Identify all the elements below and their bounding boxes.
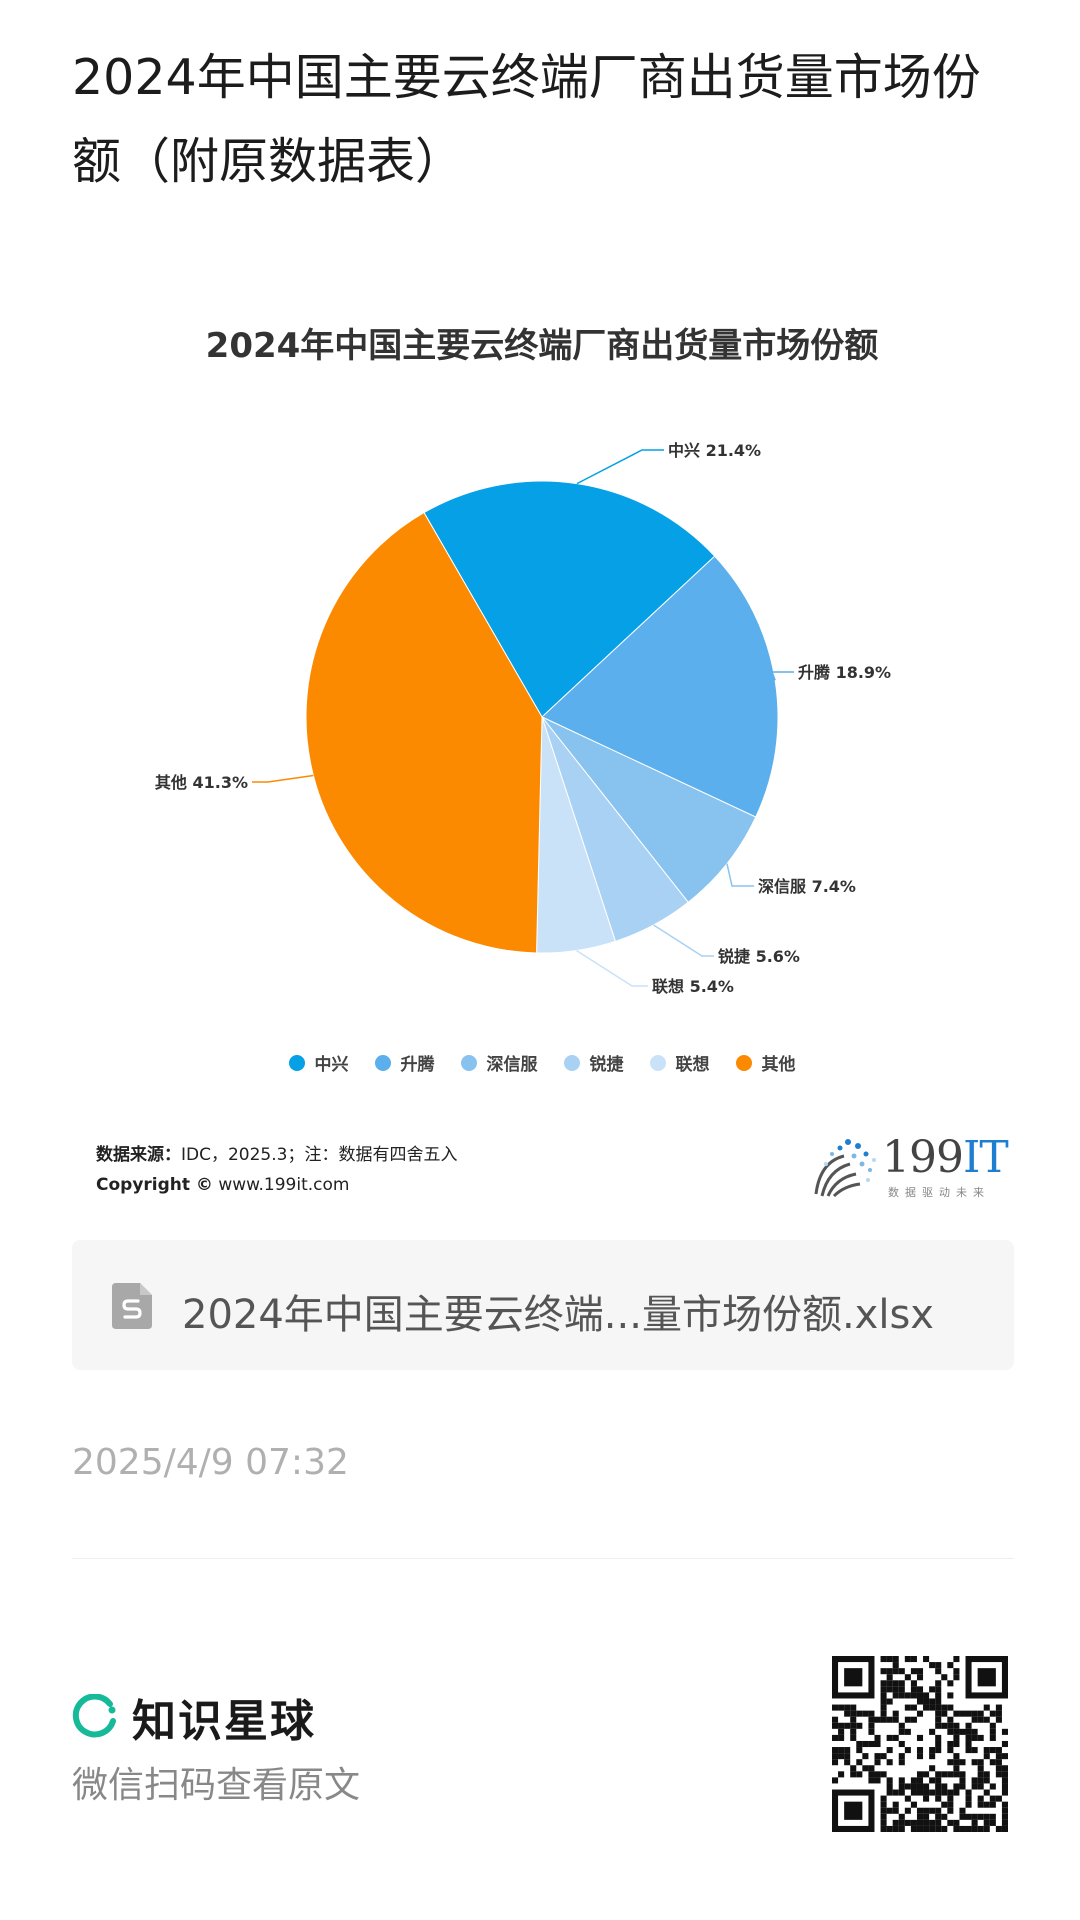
pie-slice-5 [305,511,543,954]
legend-swatch-1 [374,1054,391,1071]
legend-swatch-5 [735,1054,752,1071]
pie-slice-2 [541,716,757,903]
chart-card: 2024年中国主要云终端厂商出货量市场份额 中兴 21.4% 升腾 18.9% 深信… [72,290,1012,1230]
brand-slogan: 数据驱动未来 [888,1186,990,1199]
spreadsheet-file-icon [112,1283,152,1329]
legend-swatch-3 [563,1054,580,1071]
pie-label-1: 升腾 18.9% [798,663,891,682]
scan-hint: 微信扫码查看原文 [72,1765,361,1806]
pie-label-5: 其他 41.3% [155,773,248,792]
chart-title: 2024年中国主要云终端厂商出货量市场份额 [205,326,879,366]
legend-item-5: 其他 [735,1050,796,1075]
post-title: 2024年中国主要云终端厂商出货量市场份额（附原数据表） [72,49,981,190]
legend-label-3: 锐捷 [589,1055,624,1075]
zsxq-logo: 知识星球 [72,1690,316,1747]
brand-name-accent: IT [962,1132,1009,1183]
pie-label-4: 联想 5.4% [652,977,734,996]
data-source-text: IDC，2025.3；注：数据有四舍五入 [181,1145,458,1165]
divider [72,1558,1014,1559]
source-block: 数据来源：IDC，2025.3；注：数据有四舍五入 Copyright © ww… [96,1140,457,1200]
qr-code[interactable] [832,1656,1008,1832]
brand-name: 199IT [882,1132,1009,1183]
data-source-label: 数据来源： [96,1145,181,1165]
zsxq-ring-icon [72,1694,116,1738]
pie-leader-line-1 [770,671,794,681]
legend-item-0: 中兴 [288,1050,349,1075]
pie-chart: 中兴 21.4% 升腾 18.9% 深信服 7.4% 锐捷 5.6% 联想 5.4% 其他… [155,441,891,996]
platform-name: 知识星球 [132,1696,316,1747]
legend-swatch-2 [460,1054,477,1071]
pie-leader-line-0 [576,449,664,485]
pie-leader-line-5 [252,774,314,783]
brand-name-main: 199 [882,1132,964,1183]
data-source: 数据来源：IDC，2025.3；注：数据有四舍五入 [96,1140,457,1170]
pie-leader-line-3 [653,924,714,957]
legend-label-4: 联想 [675,1055,710,1075]
copyright-url: www.199it.com [218,1175,350,1195]
pie-leader-line-2 [726,863,754,887]
pie-leader-line-4 [576,949,648,987]
attachment-filename[interactable]: 2024年中国主要云终端...量市场份额.xlsx [182,1292,934,1338]
chart-legend: 中兴 升腾 深信服 锐捷 联想 其他 [72,1050,1012,1075]
brand-logo-199it: 199IT 数据驱动未来 [810,1132,1010,1204]
legend-label-5: 其他 [761,1055,796,1075]
legend-item-2: 深信服 [460,1050,538,1075]
pie-label-2: 深信服 7.4% [758,877,856,896]
legend-label-0: 中兴 [314,1055,349,1075]
pie-label-0: 中兴 21.4% [668,441,761,460]
copyright: Copyright © www.199it.com [96,1170,457,1200]
pie-label-3: 锐捷 5.6% [718,947,800,966]
legend-swatch-0 [288,1054,305,1071]
legend-label-2: 深信服 [486,1055,538,1075]
legend-swatch-4 [649,1054,666,1071]
legend-label-1: 升腾 [400,1055,435,1075]
copyright-label: Copyright © [96,1175,213,1195]
post-timestamp: 2025/4/9 07:32 [72,1442,349,1483]
legend-item-4: 联想 [649,1050,710,1075]
pie-slice-0 [423,480,716,718]
attachment-card[interactable]: 2024年中国主要云终端...量市场份额.xlsx [72,1240,1014,1370]
legend-item-3: 锐捷 [563,1050,624,1075]
legend-item-1: 升腾 [374,1050,435,1075]
brand-mark-icon [814,1139,876,1198]
